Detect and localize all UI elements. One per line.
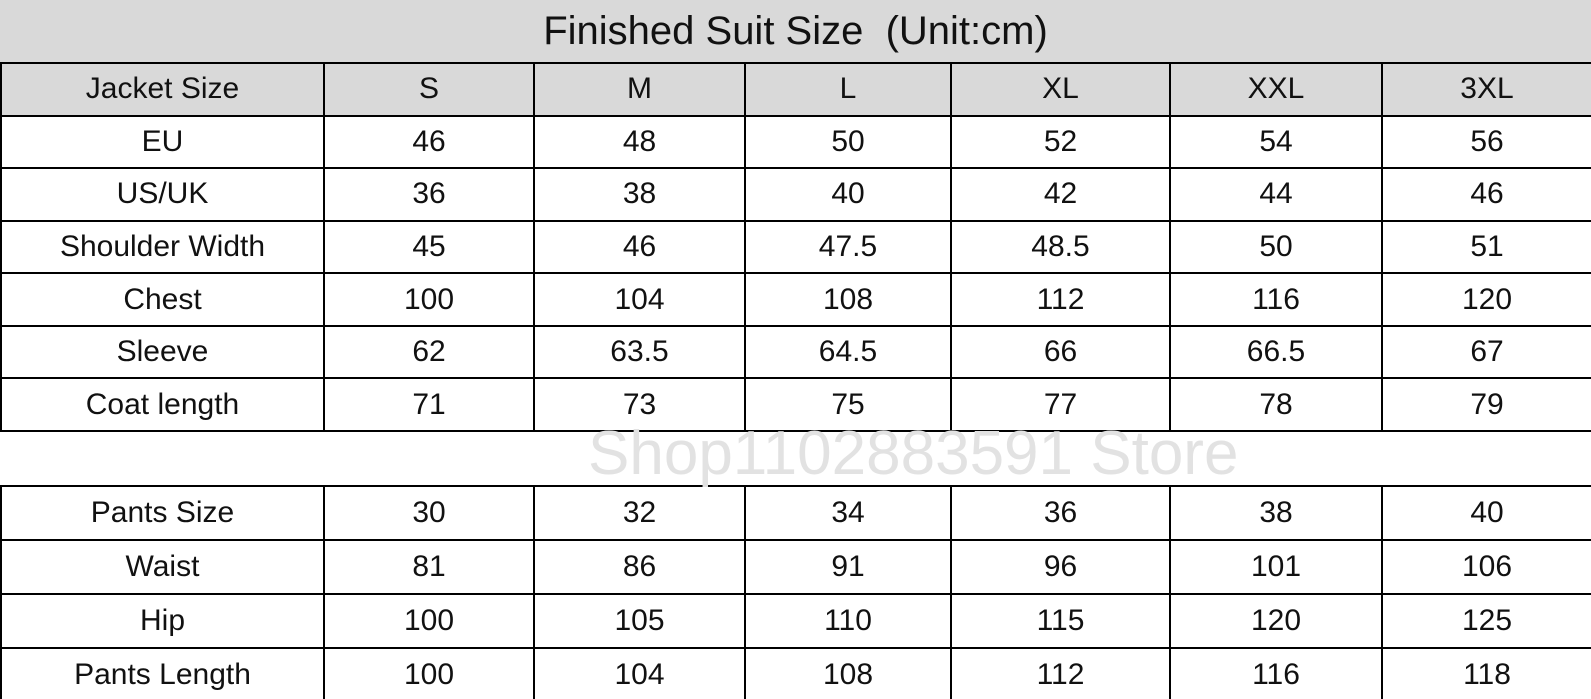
jacket-header-row: Jacket Size S M L XL XXL 3XL <box>0 62 1591 117</box>
row-label-cell: US/UK <box>0 167 325 222</box>
value-cell: 63.5 <box>533 324 746 380</box>
value-cell: 3XL <box>1381 62 1591 117</box>
value-cell: M <box>533 62 746 117</box>
row-label-cell: Chest <box>0 272 325 327</box>
value-cell: 50 <box>744 114 952 170</box>
value-cell: 116 <box>1169 646 1383 699</box>
table-row: Chest 100 104 108 112 116 120 <box>0 272 1591 327</box>
value-cell: 79 <box>1381 377 1591 432</box>
value-cell: 108 <box>744 646 952 699</box>
value-cell: 64.5 <box>744 324 952 380</box>
value-cell: 36 <box>950 484 1171 541</box>
row-label-cell: Sleeve <box>0 324 325 380</box>
value-cell: 67 <box>1381 324 1591 380</box>
table-row: Shoulder Width 45 46 47.5 48.5 50 51 <box>0 219 1591 275</box>
value-cell: 100 <box>323 592 535 649</box>
value-cell: 48.5 <box>950 219 1171 275</box>
value-cell: 86 <box>533 538 746 595</box>
table-row: Coat length 71 73 75 77 78 79 <box>0 377 1591 432</box>
value-cell: 51 <box>1381 219 1591 275</box>
value-cell: 75 <box>744 377 952 432</box>
value-cell: 116 <box>1169 272 1383 327</box>
value-cell: 104 <box>533 646 746 699</box>
value-cell: 46 <box>533 219 746 275</box>
value-cell: 38 <box>533 167 746 222</box>
value-cell: 118 <box>1381 646 1591 699</box>
value-cell: 106 <box>1381 538 1591 595</box>
value-cell: 81 <box>323 538 535 595</box>
value-cell: L <box>744 62 952 117</box>
value-cell: 120 <box>1381 272 1591 327</box>
page-title: Finished Suit Size (Unit:cm) <box>0 0 1591 62</box>
table-row: Pants Length 100 104 108 112 116 118 <box>0 646 1591 699</box>
value-cell: 91 <box>744 538 952 595</box>
value-cell: 66 <box>950 324 1171 380</box>
value-cell: 40 <box>1381 484 1591 541</box>
pants-header-row: Pants Size 30 32 34 36 38 40 <box>0 484 1591 541</box>
value-cell: 112 <box>950 272 1171 327</box>
row-label-cell: Coat length <box>0 377 325 432</box>
value-cell: 34 <box>744 484 952 541</box>
value-cell: XL <box>950 62 1171 117</box>
value-cell: 105 <box>533 592 746 649</box>
value-cell: 73 <box>533 377 746 432</box>
value-cell: 30 <box>323 484 535 541</box>
value-cell: 52 <box>950 114 1171 170</box>
value-cell: 96 <box>950 538 1171 595</box>
value-cell: 47.5 <box>744 219 952 275</box>
value-cell: 40 <box>744 167 952 222</box>
value-cell: 66.5 <box>1169 324 1383 380</box>
row-label-cell: Waist <box>0 538 325 595</box>
value-cell: 56 <box>1381 114 1591 170</box>
value-cell: 110 <box>744 592 952 649</box>
value-cell: 71 <box>323 377 535 432</box>
value-cell: 54 <box>1169 114 1383 170</box>
value-cell: 46 <box>323 114 535 170</box>
value-cell: 38 <box>1169 484 1383 541</box>
table-row: EU 46 48 50 52 54 56 <box>0 114 1591 170</box>
value-cell: 115 <box>950 592 1171 649</box>
value-cell: 46 <box>1381 167 1591 222</box>
table-gap <box>0 431 1591 485</box>
row-label-cell: EU <box>0 114 325 170</box>
value-cell: XXL <box>1169 62 1383 117</box>
value-cell: S <box>323 62 535 117</box>
value-cell: 62 <box>323 324 535 380</box>
value-cell: 104 <box>533 272 746 327</box>
value-cell: 36 <box>323 167 535 222</box>
table-row: Waist 81 86 91 96 101 106 <box>0 538 1591 595</box>
row-label-cell: Jacket Size <box>0 62 325 117</box>
table-row: Sleeve 62 63.5 64.5 66 66.5 67 <box>0 324 1591 380</box>
value-cell: 77 <box>950 377 1171 432</box>
value-cell: 100 <box>323 646 535 699</box>
jacket-size-table: Jacket Size S M L XL XXL 3XL EU 46 48 50… <box>0 62 1591 432</box>
value-cell: 125 <box>1381 592 1591 649</box>
value-cell: 108 <box>744 272 952 327</box>
value-cell: 50 <box>1169 219 1383 275</box>
pants-size-table: Pants Size 30 32 34 36 38 40 Waist 81 86… <box>0 484 1591 699</box>
value-cell: 78 <box>1169 377 1383 432</box>
value-cell: 101 <box>1169 538 1383 595</box>
value-cell: 100 <box>323 272 535 327</box>
table-row: US/UK 36 38 40 42 44 46 <box>0 167 1591 222</box>
value-cell: 120 <box>1169 592 1383 649</box>
value-cell: 48 <box>533 114 746 170</box>
value-cell: 42 <box>950 167 1171 222</box>
table-row: Hip 100 105 110 115 120 125 <box>0 592 1591 649</box>
row-label-cell: Hip <box>0 592 325 649</box>
value-cell: 112 <box>950 646 1171 699</box>
row-label-cell: Shoulder Width <box>0 219 325 275</box>
row-label-cell: Pants Length <box>0 646 325 699</box>
row-label-cell: Pants Size <box>0 484 325 541</box>
value-cell: 45 <box>323 219 535 275</box>
value-cell: 44 <box>1169 167 1383 222</box>
value-cell: 32 <box>533 484 746 541</box>
